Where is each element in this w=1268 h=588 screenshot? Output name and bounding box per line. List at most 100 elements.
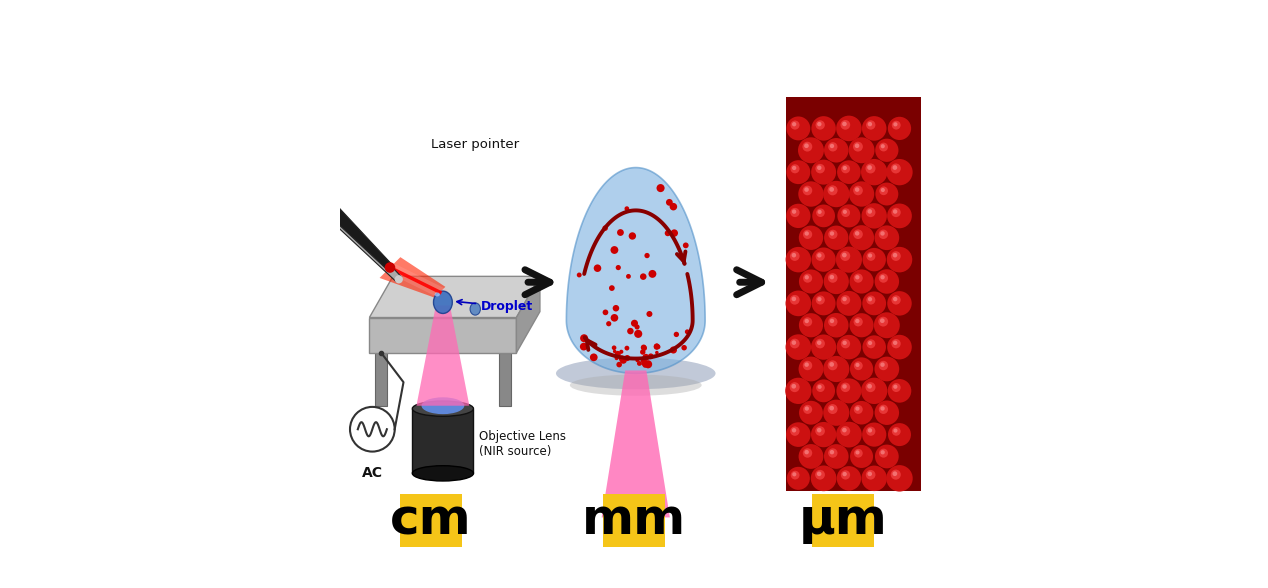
Polygon shape (369, 318, 516, 353)
Circle shape (666, 199, 673, 206)
Text: Laser pointer: Laser pointer (431, 138, 520, 151)
Circle shape (792, 472, 796, 476)
Circle shape (643, 362, 648, 368)
Circle shape (867, 209, 872, 213)
Circle shape (612, 305, 619, 312)
Circle shape (803, 142, 813, 152)
Circle shape (843, 210, 847, 214)
Circle shape (798, 137, 824, 163)
Circle shape (642, 345, 647, 351)
Circle shape (879, 229, 888, 239)
Circle shape (850, 269, 874, 293)
Circle shape (648, 353, 654, 359)
Circle shape (602, 225, 607, 231)
Circle shape (866, 470, 875, 480)
Circle shape (643, 354, 649, 360)
Circle shape (620, 357, 626, 364)
Circle shape (841, 426, 851, 436)
Circle shape (888, 379, 912, 403)
Circle shape (611, 314, 619, 322)
Circle shape (810, 466, 837, 491)
Circle shape (656, 345, 661, 349)
Circle shape (867, 122, 872, 126)
Circle shape (853, 142, 862, 152)
Circle shape (577, 273, 582, 278)
Circle shape (891, 339, 900, 348)
Circle shape (861, 203, 886, 229)
Circle shape (615, 351, 621, 357)
Circle shape (862, 292, 886, 315)
Circle shape (842, 384, 847, 389)
Circle shape (791, 428, 796, 433)
Circle shape (790, 339, 800, 349)
Circle shape (893, 253, 898, 258)
Circle shape (817, 428, 822, 432)
Circle shape (828, 230, 837, 239)
Circle shape (861, 466, 886, 491)
Circle shape (815, 426, 825, 436)
Circle shape (786, 335, 812, 360)
Circle shape (670, 203, 677, 211)
Circle shape (888, 203, 912, 228)
Circle shape (818, 210, 822, 214)
Circle shape (654, 343, 659, 349)
Circle shape (880, 275, 885, 279)
Circle shape (642, 362, 645, 366)
Circle shape (644, 253, 649, 258)
Circle shape (866, 252, 875, 261)
Ellipse shape (435, 292, 440, 296)
Circle shape (875, 269, 899, 294)
Circle shape (893, 385, 898, 389)
Circle shape (815, 252, 825, 261)
Circle shape (829, 450, 834, 455)
FancyBboxPatch shape (401, 494, 462, 547)
Circle shape (790, 426, 800, 436)
Circle shape (828, 185, 838, 195)
Circle shape (856, 406, 860, 411)
Circle shape (602, 309, 609, 315)
Circle shape (823, 400, 850, 426)
Circle shape (893, 165, 898, 170)
Circle shape (853, 361, 862, 370)
Circle shape (891, 208, 900, 217)
Circle shape (886, 465, 913, 492)
Circle shape (786, 160, 810, 184)
Circle shape (888, 335, 912, 359)
Circle shape (848, 181, 874, 207)
Polygon shape (786, 97, 921, 491)
Circle shape (653, 343, 659, 350)
Circle shape (805, 319, 809, 323)
Circle shape (867, 384, 872, 389)
Circle shape (792, 209, 796, 214)
Ellipse shape (412, 401, 473, 416)
Circle shape (880, 406, 885, 410)
Circle shape (837, 466, 861, 490)
Circle shape (842, 122, 847, 126)
Circle shape (837, 291, 861, 316)
Circle shape (888, 423, 910, 446)
Circle shape (616, 362, 623, 368)
Circle shape (842, 340, 847, 345)
Circle shape (879, 143, 888, 152)
Circle shape (681, 345, 687, 350)
Circle shape (875, 445, 899, 469)
Circle shape (625, 206, 629, 211)
Circle shape (799, 226, 823, 250)
Circle shape (635, 359, 639, 362)
Circle shape (828, 404, 838, 414)
Circle shape (790, 121, 800, 129)
Circle shape (619, 350, 624, 354)
Circle shape (790, 208, 800, 217)
Circle shape (817, 253, 822, 258)
Text: Droplet: Droplet (456, 300, 534, 313)
Circle shape (842, 253, 847, 258)
Circle shape (656, 351, 658, 355)
Circle shape (805, 406, 809, 410)
Circle shape (894, 122, 898, 126)
Circle shape (828, 448, 837, 457)
Circle shape (685, 329, 690, 334)
Circle shape (880, 231, 885, 236)
Circle shape (829, 275, 834, 279)
Circle shape (879, 273, 888, 283)
Circle shape (881, 188, 885, 192)
